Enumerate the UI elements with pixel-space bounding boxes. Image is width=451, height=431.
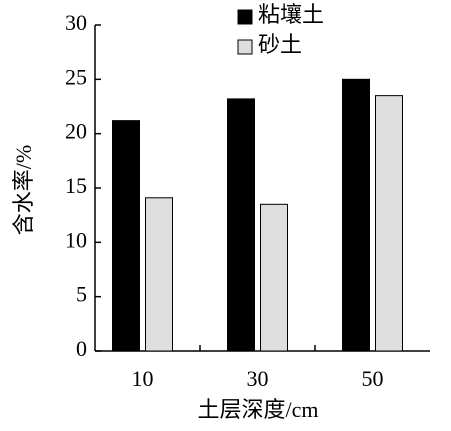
x-tick-label: 10 <box>132 366 154 391</box>
legend-swatch <box>237 9 253 25</box>
y-tick-label: 5 <box>76 282 87 307</box>
y-tick-label: 10 <box>65 227 87 252</box>
y-axis-label: 含水率/% <box>11 145 36 235</box>
legend-label: 砂土 <box>258 32 302 57</box>
bar <box>145 197 173 352</box>
y-tick-label: 20 <box>65 119 87 144</box>
bar <box>112 120 140 352</box>
y-tick-label: 30 <box>65 10 87 35</box>
y-tick-label: 25 <box>65 64 87 89</box>
bar <box>260 203 288 352</box>
x-tick-label: 50 <box>362 366 384 391</box>
legend-swatch <box>237 39 253 55</box>
legend-label: 粘壤土 <box>258 2 324 27</box>
y-tick-label: 0 <box>76 336 87 361</box>
bar <box>227 98 255 352</box>
bar <box>342 78 370 352</box>
y-tick-label: 15 <box>65 173 87 198</box>
bar <box>375 95 403 352</box>
x-axis-label: 土层深度/cm <box>198 397 319 422</box>
x-tick-label: 30 <box>247 366 269 391</box>
